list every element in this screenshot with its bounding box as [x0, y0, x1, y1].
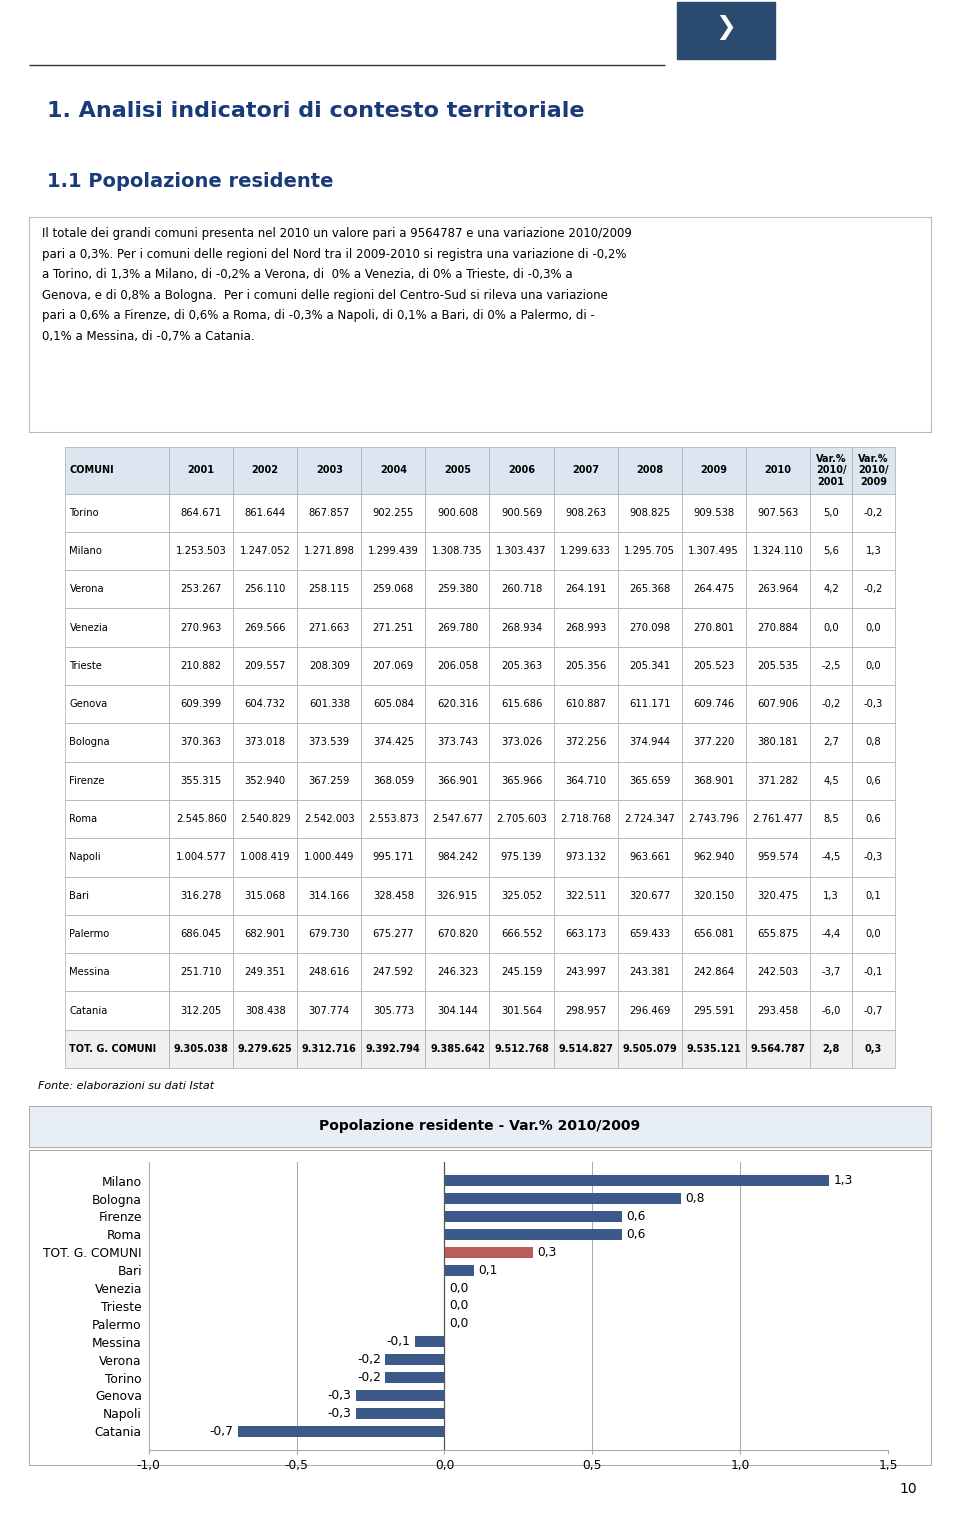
Bar — [444, 1192, 681, 1204]
Bar — [444, 1247, 533, 1257]
Bar — [356, 1407, 444, 1420]
Text: 0,3: 0,3 — [538, 1245, 557, 1259]
Text: 0,6: 0,6 — [626, 1210, 646, 1223]
Text: Fondazione per la Sicurezza Stradale: Fondazione per la Sicurezza Stradale — [832, 44, 942, 48]
Text: 0,0: 0,0 — [449, 1282, 468, 1294]
Text: Fonte: elaborazioni su dati Istat: Fonte: elaborazioni su dati Istat — [37, 1082, 214, 1091]
Text: 1,3: 1,3 — [833, 1174, 852, 1188]
Text: 0,0: 0,0 — [449, 1318, 468, 1330]
Bar — [444, 1176, 828, 1186]
Text: 1. Analisi indicatori di contesto territoriale: 1. Analisi indicatori di contesto territ… — [47, 102, 585, 121]
Bar — [237, 1426, 444, 1436]
Text: -0,1: -0,1 — [387, 1335, 411, 1348]
Text: 0,6: 0,6 — [626, 1227, 646, 1241]
Text: -0,3: -0,3 — [327, 1389, 351, 1401]
Text: 0,0: 0,0 — [449, 1300, 468, 1312]
Text: Il totale dei grandi comuni presenta nel 2010 un valore pari a 9564787 e una var: Il totale dei grandi comuni presenta nel… — [42, 227, 633, 342]
Text: -0,3: -0,3 — [327, 1407, 351, 1420]
Text: ❯: ❯ — [715, 15, 736, 39]
Text: 0,1: 0,1 — [478, 1264, 498, 1277]
Bar — [444, 1265, 474, 1276]
Text: -0,7: -0,7 — [209, 1424, 233, 1438]
Bar — [385, 1354, 444, 1365]
Text: 1.1 Popolazione residente: 1.1 Popolazione residente — [47, 173, 333, 191]
Text: -0,2: -0,2 — [357, 1371, 381, 1385]
Text: 0,8: 0,8 — [685, 1192, 705, 1204]
Text: ANIA: ANIA — [832, 15, 871, 29]
Bar — [385, 1373, 444, 1383]
Bar — [677, 2, 776, 59]
Bar — [415, 1336, 444, 1347]
Bar — [444, 1229, 622, 1239]
Text: Popolazione residente - Var.% 2010/2009: Popolazione residente - Var.% 2010/2009 — [320, 1120, 640, 1133]
Bar — [444, 1210, 622, 1223]
Bar — [356, 1389, 444, 1401]
Text: -0,2: -0,2 — [357, 1353, 381, 1367]
Text: 10: 10 — [900, 1482, 917, 1497]
